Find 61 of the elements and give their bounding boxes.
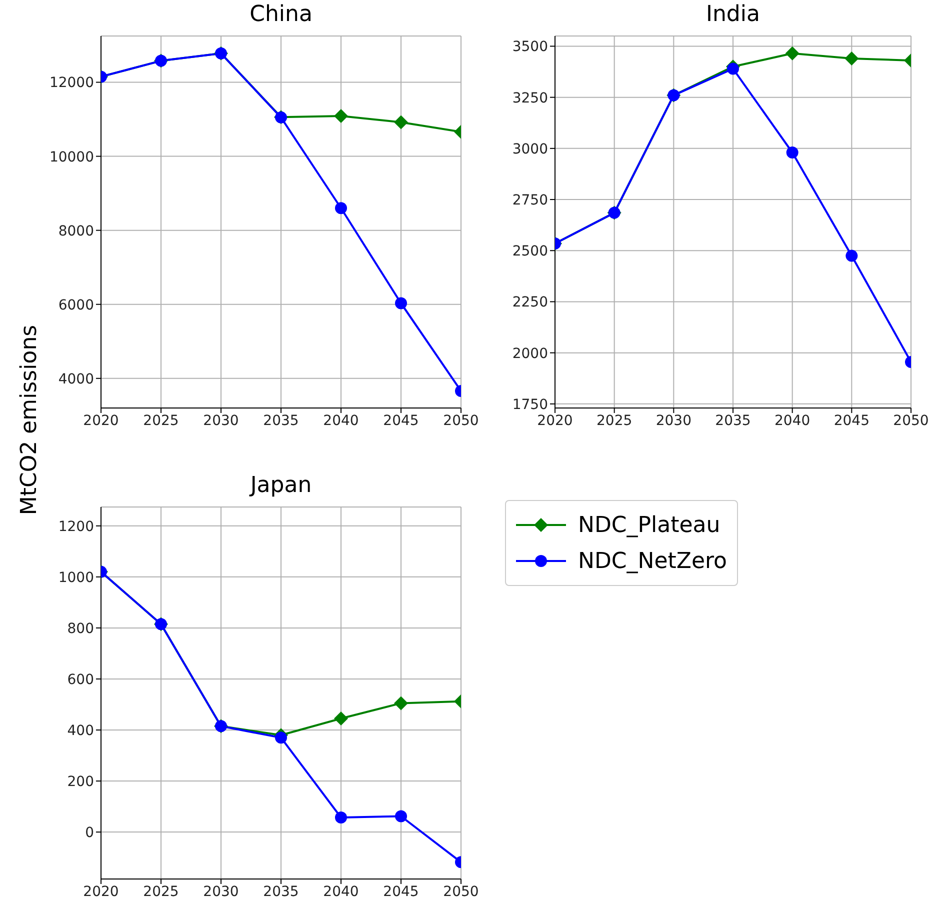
legend-label: NDC_Plateau [578,512,720,538]
y-axis-title: MtCO2 emissions [16,324,43,518]
y-tick-label: 1000 [58,570,94,586]
point [395,297,407,310]
x-tick-label: 2020 [537,412,573,429]
point [335,812,347,824]
y-tick-label: 1200 [58,518,94,535]
point [395,810,407,822]
point [335,202,347,214]
y-tick-label: 800 [67,620,94,637]
x-tick-label: 2020 [83,412,119,429]
x-tick-label: 2030 [203,412,239,429]
point [844,51,859,66]
point [785,46,800,60]
x-tick-label: 2025 [596,412,632,429]
y-tick-label: 3000 [512,141,548,158]
x-tick-label: 2025 [143,412,179,429]
point [394,115,408,130]
point [334,108,348,123]
point [786,146,798,159]
x-tick-label: 2035 [715,412,751,429]
point [275,732,287,744]
x-tick-label: 2035 [263,884,299,900]
legend-label: NDC_NetZero [578,548,728,574]
y-tick-label: 3250 [512,90,548,106]
x-tick-label: 2050 [893,412,929,429]
y-tick-label: 400 [67,722,94,739]
x-tick-label: 2045 [834,412,870,429]
point [334,712,348,726]
x-tick-label: 2035 [263,412,299,429]
x-tick-label: 2050 [443,884,479,900]
y-tick-label: 6000 [58,297,94,314]
y-tick-label: 1750 [512,396,548,413]
x-tick-label: 2040 [323,884,359,900]
x-tick-label: 2030 [656,412,692,429]
y-tick-label: 2000 [512,346,548,362]
y-tick-label: 600 [67,672,94,688]
point [727,62,739,75]
x-tick-label: 2040 [774,412,810,429]
point [394,696,408,710]
y-tick-label: 2750 [512,192,548,208]
y-tick-label: 3500 [512,39,548,56]
x-tick-label: 2045 [383,884,419,900]
chart-title: China [248,2,314,27]
x-tick-label: 2020 [83,884,119,900]
y-tick-label: 12000 [49,75,94,92]
y-tick-label: 8000 [58,223,94,240]
y-tick-label: 4000 [58,371,94,388]
x-tick-label: 2045 [383,412,419,429]
point [846,250,858,262]
x-tick-label: 2050 [443,412,479,429]
x-tick-label: 2040 [323,412,359,429]
y-tick-label: 200 [67,774,94,790]
y-tick-label: 2250 [512,294,548,311]
chart-title: Japan [248,473,313,498]
x-tick-label: 2025 [143,884,179,900]
x-tick-label: 2030 [203,884,239,900]
y-tick-label: 10000 [49,149,94,166]
y-tick-label: 2500 [512,244,548,260]
chart-title: India [705,2,761,27]
y-tick-label: 0 [85,825,94,842]
